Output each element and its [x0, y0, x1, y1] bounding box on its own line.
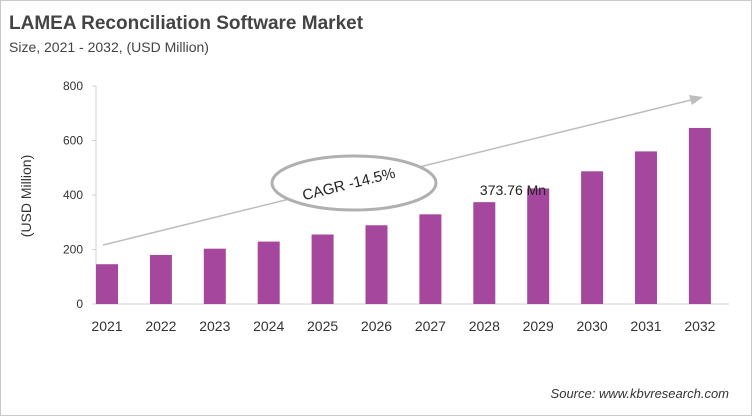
- data-label-2028: 373.76 Mn: [480, 182, 546, 198]
- source-text: Source: www.kbvresearch.com: [550, 386, 729, 401]
- x-tick-label: 2029: [523, 318, 554, 334]
- x-tick-label: 2028: [469, 318, 500, 334]
- bar-2032: [688, 127, 711, 304]
- x-tick-label: 2030: [577, 318, 608, 334]
- bar-2028: [473, 202, 496, 304]
- chart-subtitle: Size, 2021 - 2032, (USD Million): [9, 39, 209, 55]
- bar-2031: [635, 151, 657, 304]
- bar-2027: [419, 214, 442, 304]
- x-tick-label: 2027: [415, 318, 446, 334]
- x-tick-label: 2022: [145, 318, 176, 334]
- bar-2030: [581, 171, 604, 304]
- y-axis-label: (USD Million): [18, 155, 34, 237]
- y-tick-label: 800: [63, 79, 83, 93]
- cagr-ellipse: [270, 154, 438, 212]
- x-tick-label: 2031: [630, 318, 661, 334]
- bar-2025: [311, 234, 334, 304]
- x-tick-label: 2032: [684, 318, 715, 334]
- y-tick-label: 0: [76, 297, 83, 311]
- x-tick-label: 2025: [307, 318, 338, 334]
- x-tick-label: 2024: [253, 318, 284, 334]
- y-tick-label: 200: [63, 243, 83, 257]
- trend-arrow-head: [689, 95, 703, 105]
- bar-2026: [365, 225, 388, 304]
- bar-2024: [257, 241, 280, 304]
- bar-2021: [96, 264, 118, 304]
- y-tick-label: 600: [63, 134, 83, 148]
- chart-title: LAMEA Reconciliation Software Market: [9, 13, 364, 34]
- bar-2022: [149, 254, 172, 304]
- x-tick-label: 2026: [361, 318, 392, 334]
- bar-2023: [203, 248, 226, 304]
- bar-2029: [527, 188, 550, 304]
- x-tick-label: 2021: [91, 318, 122, 334]
- y-tick-label: 400: [63, 188, 83, 202]
- x-tick-label: 2023: [199, 318, 230, 334]
